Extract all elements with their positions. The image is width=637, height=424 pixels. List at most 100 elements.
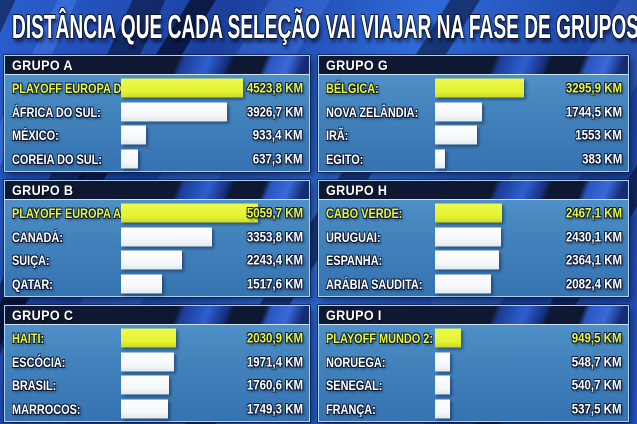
distance-bar [435, 399, 450, 419]
distance-bar [121, 149, 138, 169]
team-label: COREIA DO SUL: [12, 151, 102, 168]
distance-bar [435, 149, 445, 169]
distance-value: 548,7 KM [572, 354, 622, 370]
group-i-header: GRUPO I [319, 306, 628, 325]
distance-bar [121, 227, 212, 247]
distance-bar [435, 352, 450, 372]
team-row: COREIA DO SUL: 637,3 KM [5, 147, 309, 171]
groups-grid: GRUPO A PLAYOFF EUROPA D: 4523,8 KM ÁFRI… [4, 55, 629, 422]
group-c-header: GRUPO C [5, 306, 309, 325]
group-c-body: HAITI: 2030,9 KM ESCÓCIA: 1971,4 KM BRAS… [5, 326, 309, 421]
distance-bar [121, 375, 169, 395]
team-row: BÉLGICA: 3295,9 KM [319, 76, 628, 100]
distance-value: 3353,8 KM [246, 229, 303, 245]
team-label: PLAYOFF EUROPA D: [12, 79, 126, 96]
team-label: NOVA ZELÂNDIA: [326, 103, 419, 120]
distance-value: 2364,1 KM [565, 252, 622, 268]
team-row: MÉXICO: 933,4 KM [5, 124, 309, 148]
team-row: URUGUAI: 2430,1 KM [319, 225, 628, 249]
distance-value: 2082,4 KM [565, 276, 622, 292]
distance-bar [121, 399, 168, 419]
team-row: CANADÁ: 3353,8 KM [5, 225, 309, 249]
group-h-title: GRUPO H [326, 182, 388, 198]
distance-value: 2243,4 KM [246, 252, 303, 268]
team-label: ARÁBIA SAUDITA: [326, 276, 423, 293]
group-a-title: GRUPO A [12, 57, 73, 73]
distance-value: 4523,8 KM [246, 80, 303, 96]
team-label: PLAYOFF EUROPA A: [12, 204, 125, 221]
distance-value: 637,3 KM [253, 151, 303, 167]
distance-bar [435, 250, 499, 270]
distance-value: 540,7 KM [572, 377, 622, 393]
team-row: SENEGAL: 540,7 KM [319, 374, 628, 398]
team-row: EGITO: 383 KM [319, 147, 628, 171]
distance-value: 537,5 KM [572, 401, 622, 417]
distance-value: 933,4 KM [253, 127, 303, 143]
team-row: ARÁBIA SAUDITA: 2082,4 KM [319, 272, 628, 296]
team-row: CABO VERDE: 2467,1 KM [319, 201, 628, 225]
distance-bar [121, 352, 174, 372]
distance-value: 2467,1 KM [565, 205, 622, 221]
team-label: MARROCOS: [12, 401, 81, 418]
team-row: HAITI: 2030,9 KM [5, 326, 309, 350]
team-label: CABO VERDE: [326, 204, 403, 221]
distance-value: 383 KM [581, 151, 622, 167]
group-panel-a: GRUPO A PLAYOFF EUROPA D: 4523,8 KM ÁFRI… [4, 55, 310, 172]
team-row: SUIÇA: 2243,4 KM [5, 249, 309, 273]
group-a-header: GRUPO A [5, 56, 309, 75]
distance-bar [435, 203, 502, 223]
team-row: BRASIL: 1760,6 KM [5, 374, 309, 398]
team-label: EGITO: [326, 151, 364, 168]
group-c-title: GRUPO C [12, 307, 74, 323]
team-label: SUIÇA: [12, 252, 50, 269]
group-b-header: GRUPO B [5, 181, 309, 200]
distance-bar [121, 274, 162, 294]
group-b-title: GRUPO B [12, 182, 74, 198]
team-row: PLAYOFF MUNDO 2: 949,5 KM [319, 326, 628, 350]
distance-bar [435, 274, 491, 294]
group-h-header: GRUPO H [319, 181, 628, 200]
team-label: ESPANHA: [326, 252, 383, 269]
distance-value: 1749,3 KM [246, 401, 303, 417]
group-panel-i: GRUPO I PLAYOFF MUNDO 2: 949,5 KM NORUEG… [318, 305, 629, 422]
team-label: ESCÓCIA: [12, 353, 66, 370]
distance-value: 1971,4 KM [246, 354, 303, 370]
group-g-header: GRUPO G [319, 56, 628, 75]
distance-value: 2430,1 KM [565, 229, 622, 245]
distance-value: 1760,6 KM [246, 377, 303, 393]
distance-bar [435, 375, 450, 395]
group-panel-h: GRUPO H CABO VERDE: 2467,1 KM URUGUAI: 2… [318, 180, 629, 297]
team-row: ESCÓCIA: 1971,4 KM [5, 350, 309, 374]
team-label: ÁFRICA DO SUL: [12, 103, 101, 120]
team-label: URUGUAI: [326, 228, 381, 245]
group-b-body: PLAYOFF EUROPA A: 5059,7 KM CANADÁ: 3353… [5, 201, 309, 296]
distance-value: 5059,7 KM [246, 205, 303, 221]
distance-bar [121, 78, 243, 98]
group-i-body: PLAYOFF MUNDO 2: 949,5 KM NORUEGA: 548,7… [319, 326, 628, 421]
team-row: PLAYOFF EUROPA D: 4523,8 KM [5, 76, 309, 100]
team-row: MARROCOS: 1749,3 KM [5, 397, 309, 421]
group-g-title: GRUPO G [326, 57, 389, 73]
distance-bar [121, 250, 182, 270]
team-label: SENEGAL: [326, 377, 383, 394]
distance-bar [435, 227, 501, 247]
distance-bar [121, 102, 227, 122]
distance-bar [435, 78, 524, 98]
team-label: FRANÇA: [326, 401, 376, 418]
distance-value: 1744,5 KM [565, 104, 622, 120]
group-g-body: BÉLGICA: 3295,9 KM NOVA ZELÂNDIA: 1744,5… [319, 76, 628, 171]
group-panel-g: GRUPO G BÉLGICA: 3295,9 KM NOVA ZELÂNDIA… [318, 55, 629, 172]
distance-value: 3926,7 KM [246, 104, 303, 120]
distance-bar [121, 125, 146, 145]
team-label: QATAR: [12, 276, 53, 293]
distance-bar [435, 328, 461, 348]
group-panel-c: GRUPO C HAITI: 2030,9 KM ESCÓCIA: 1971,4… [4, 305, 310, 422]
team-label: BÉLGICA: [326, 79, 379, 96]
team-row: NOVA ZELÂNDIA: 1744,5 KM [319, 100, 628, 124]
team-row: IRÃ: 1553 KM [319, 124, 628, 148]
distance-value: 949,5 KM [572, 330, 622, 346]
team-label: PLAYOFF MUNDO 2: [326, 329, 433, 346]
team-row: ÁFRICA DO SUL: 3926,7 KM [5, 100, 309, 124]
distance-value: 1517,6 KM [246, 276, 303, 292]
